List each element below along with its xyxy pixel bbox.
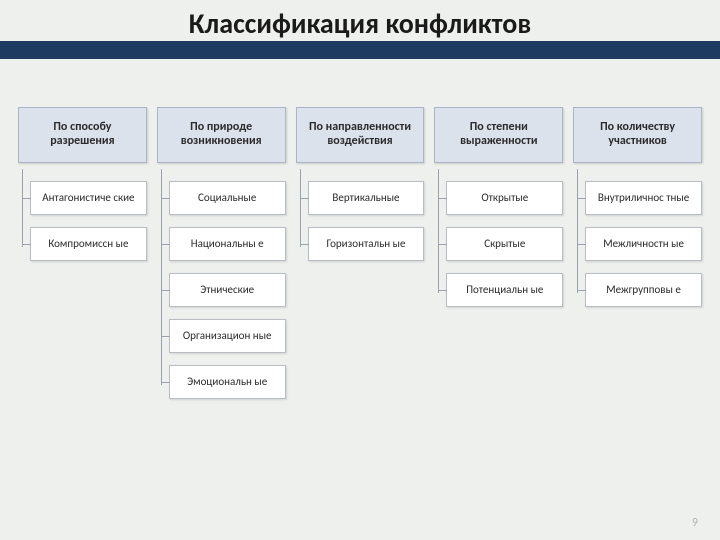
connector-vline [161,169,162,385]
column-4: По количеству участников Внутриличнос тн… [573,107,702,399]
diagram-columns: По способу разрешения Антагонистиче ские… [0,59,720,399]
item-box: Национальны е [169,227,286,261]
page-number: 9 [692,516,698,530]
item-box: Межгрупповы е [585,273,702,307]
item-box: Горизонтальн ые [308,227,425,261]
item-box: Внутриличнос тные [585,181,702,215]
item-box: Компромиссн ые [30,227,147,261]
item-box: Открытые [446,181,563,215]
items-group: Антагонистиче ские Компромиссн ые [18,181,147,261]
item-box: Эмоциональн ые [169,365,286,399]
item-box: Этнические [169,273,286,307]
category-box: По степени выраженности [434,107,563,163]
connector-vline [22,169,23,247]
column-2: По направленности воздействия Вертикальн… [296,107,425,399]
column-3: По степени выраженности Открытые Скрытые… [434,107,563,399]
items-group: Социальные Национальны е Этнические Орга… [157,181,286,399]
item-box: Скрытые [446,227,563,261]
items-group: Внутриличнос тные Межличностн ые Межгруп… [573,181,702,307]
category-box: По природе возникновения [157,107,286,163]
category-box: По количеству участников [573,107,702,163]
category-box: По способу разрешения [18,107,147,163]
item-box: Межличностн ые [585,227,702,261]
page-title: Классификация конфликтов [0,0,720,41]
title-accent-band [0,41,720,59]
item-box: Социальные [169,181,286,215]
category-box: По направленности воздействия [296,107,425,163]
items-group: Открытые Скрытые Потенциальн ые [434,181,563,307]
connector-vline [438,169,439,293]
item-box: Потенциальн ые [446,273,563,307]
items-group: Вертикальные Горизонтальн ые [296,181,425,261]
item-box: Антагонистиче ские [30,181,147,215]
connector-vline [300,169,301,247]
column-0: По способу разрешения Антагонистиче ские… [18,107,147,399]
connector-vline [577,169,578,293]
item-box: Вертикальные [308,181,425,215]
item-box: Организацион ные [169,319,286,353]
column-1: По природе возникновения Социальные Наци… [157,107,286,399]
